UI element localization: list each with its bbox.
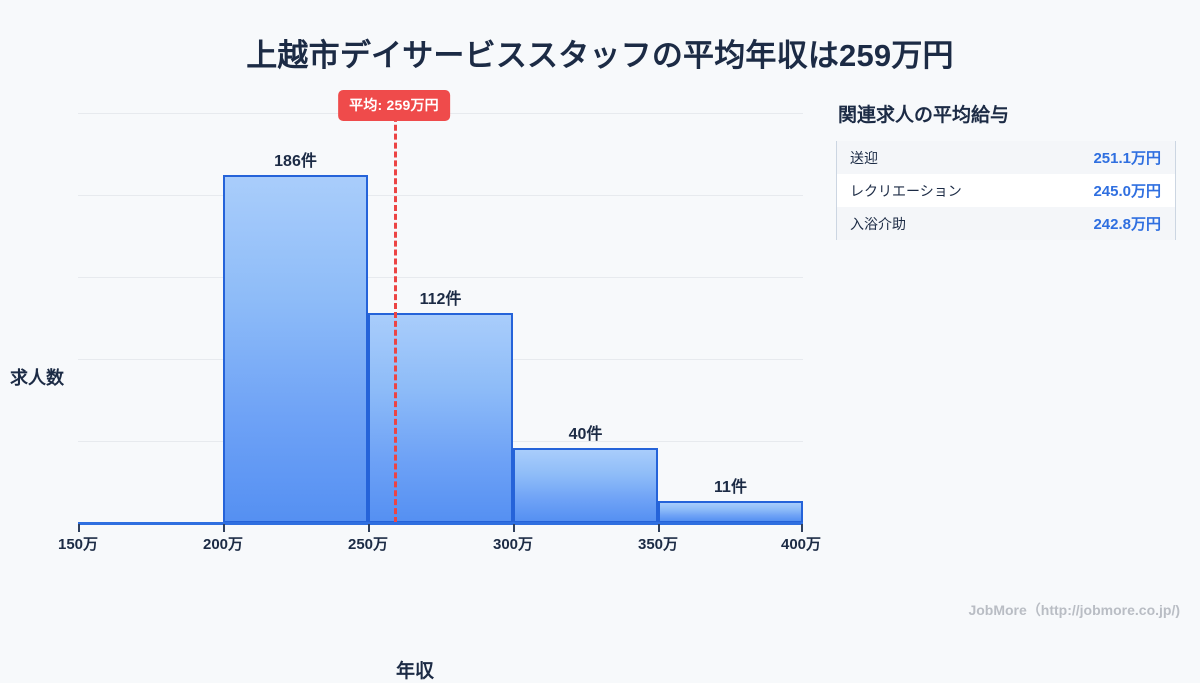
- gridline: [78, 195, 803, 196]
- x-axis-line: [78, 522, 803, 525]
- x-tick: [801, 524, 803, 532]
- x-tick: [513, 524, 515, 532]
- x-tick-label-250: 250万: [347, 536, 389, 553]
- table-row: レクリエーション 245.0万円: [837, 174, 1175, 207]
- x-axis-title: 年収: [395, 661, 434, 682]
- related-salary-panel: 関連求人の平均給与 送迎 251.1万円 レクリエーション 245.0万円 入浴…: [836, 100, 1176, 240]
- x-tick-label-400: 400万: [780, 536, 822, 553]
- table-row: 送迎 251.1万円: [837, 141, 1175, 174]
- salary-row-name: レクリエーション: [850, 182, 962, 199]
- average-badge: 平均: 259万円: [338, 90, 450, 121]
- salary-row-value: 245.0万円: [1093, 183, 1161, 200]
- bar-label-250-300: 112件: [419, 291, 462, 308]
- page-title: 上越市デイサービススタッフの平均年収は259万円: [246, 38, 954, 73]
- bar-300-350: [513, 448, 658, 523]
- footer-credit: JobMore（http://jobmore.co.jp/): [968, 602, 1180, 618]
- salary-row-value: 242.8万円: [1093, 216, 1161, 233]
- salary-row-value: 251.1万円: [1093, 150, 1161, 167]
- x-tick-label-300: 300万: [492, 536, 534, 553]
- histogram-chart: 求人数 186件 112件 40件 11件 平均: 259万円 150万 200…: [0, 86, 830, 682]
- average-line: [394, 98, 397, 523]
- x-tick: [658, 524, 660, 532]
- salary-row-name: 入浴介助: [850, 215, 906, 232]
- x-tick: [78, 524, 80, 532]
- bar-200-250: [223, 175, 368, 523]
- x-tick-label-350: 350万: [637, 536, 679, 553]
- x-tick: [368, 524, 370, 532]
- x-tick-label-150: 150万: [57, 536, 99, 553]
- y-axis-title: 求人数: [10, 368, 64, 388]
- table-row: 入浴介助 242.8万円: [837, 207, 1175, 240]
- plot-area: 186件 112件 40件 11件 平均: 259万円 150万 200万 25…: [58, 90, 821, 553]
- bar-label-300-350: 40件: [568, 426, 603, 443]
- bar-350-400: [658, 501, 803, 523]
- gridline: [78, 277, 803, 278]
- related-salary-heading: 関連求人の平均給与: [838, 105, 1010, 126]
- bar-label-350-400: 11件: [714, 479, 747, 496]
- bar-label-200-250: 186件: [274, 153, 317, 170]
- related-salary-table: 送迎 251.1万円 レクリエーション 245.0万円 入浴介助 242.8万円: [836, 141, 1176, 240]
- x-tick: [223, 524, 225, 532]
- salary-row-name: 送迎: [850, 149, 878, 166]
- x-tick-label-200: 200万: [202, 536, 244, 553]
- bar-250-300: [368, 313, 513, 523]
